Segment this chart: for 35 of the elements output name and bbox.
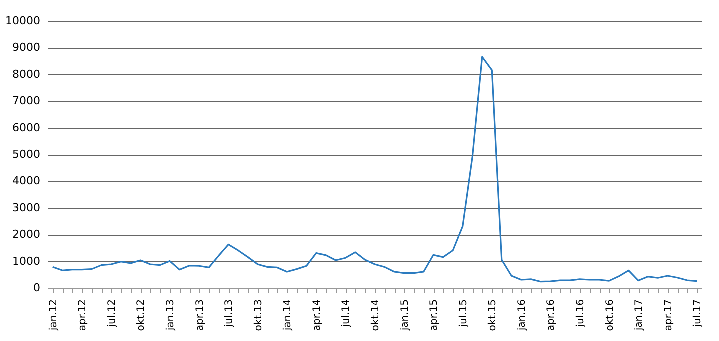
x-tick-label: okt.15 xyxy=(488,300,499,332)
x-tick-label: jan.16 xyxy=(516,300,528,332)
x-tick-label: okt.13 xyxy=(253,300,264,332)
x-tick-label: apr.12 xyxy=(78,300,89,332)
y-tick-label: 2000 xyxy=(12,228,40,242)
line-series xyxy=(52,56,698,283)
y-tick-label: 9000 xyxy=(12,41,40,54)
y-tick-label: 0 xyxy=(34,282,40,294)
y-tick-label: 6000 xyxy=(12,121,40,134)
x-tick-label: jul.16 xyxy=(575,300,586,328)
y-tick-label: 8000 xyxy=(12,68,40,81)
x-tick-label: jan.12 xyxy=(48,300,60,332)
x-tick-label: okt.12 xyxy=(136,300,148,332)
x-tick-label: apr.14 xyxy=(312,300,323,332)
y-tick-label: 5000 xyxy=(12,148,40,161)
y-tick-label: 10000 xyxy=(6,14,40,28)
x-tick-label: jan.17 xyxy=(634,300,646,332)
x-tick-label: jan.15 xyxy=(400,300,411,332)
x-tick-label: okt.14 xyxy=(370,300,382,332)
x-tick-label: jul.15 xyxy=(458,300,470,328)
y-tick-label: 3000 xyxy=(12,201,40,214)
x-tick-label: jan.14 xyxy=(282,300,294,332)
x-tick-label: jul.14 xyxy=(341,300,352,328)
x-tick-label: okt.16 xyxy=(604,300,616,332)
y-tick-label: 4000 xyxy=(12,174,40,188)
x-tick-label: apr.17 xyxy=(663,300,674,332)
x-tick-label: jul.12 xyxy=(106,300,118,328)
x-tick-label: jan.13 xyxy=(166,300,177,332)
x-tick-label: apr.13 xyxy=(194,300,206,332)
x-tick-label: jul.17 xyxy=(692,300,704,328)
y-tick-label: 7000 xyxy=(12,94,40,108)
x-tick-label: apr.16 xyxy=(546,300,558,332)
x-tick-label: apr.15 xyxy=(429,300,440,332)
y-tick-label: 1000 xyxy=(12,254,40,268)
x-tick-label: jul.13 xyxy=(224,300,236,328)
